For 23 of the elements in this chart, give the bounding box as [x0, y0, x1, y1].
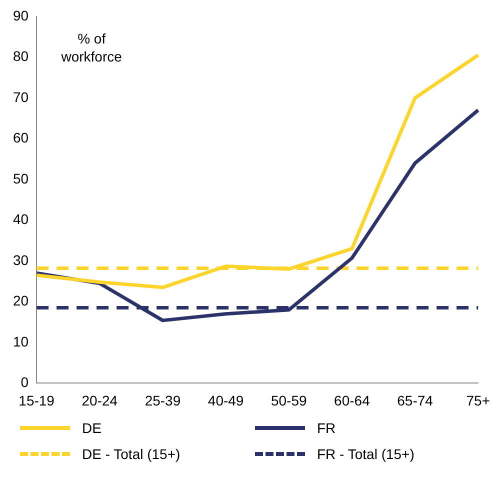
y-tick-label: 30: [12, 252, 29, 268]
y-tick-label: 70: [12, 88, 29, 105]
x-tick-label: 25-39: [144, 392, 181, 408]
y-tick-label: 40: [12, 211, 29, 228]
x-tick-label: 65-74: [397, 392, 434, 408]
legend-label: FR - Total (15+): [317, 446, 414, 462]
legend-label: FR: [317, 420, 336, 436]
x-tick-label: 50-59: [270, 392, 308, 408]
x-tick-label: 40-49: [208, 392, 244, 408]
legend-label: DE - Total (15+): [82, 446, 180, 462]
legend-label: DE: [82, 420, 102, 436]
x-tick-label: 15-19: [18, 392, 55, 408]
y-tick-label: 10: [12, 333, 29, 350]
y-tick-label: 60: [12, 130, 29, 146]
x-tick-label: 60-64: [334, 392, 370, 408]
y-tick-label: 80: [12, 48, 29, 64]
y-axis-title: % of workforce: [60, 30, 122, 64]
x-tick-label: 20-24: [82, 392, 118, 408]
y-tick-label: 90: [12, 7, 29, 24]
y-tick-label: 20: [12, 292, 29, 309]
x-tick-label: 75+: [466, 392, 490, 408]
y-tick-label: 0: [20, 374, 29, 390]
y-tick-label: 50: [12, 170, 29, 186]
